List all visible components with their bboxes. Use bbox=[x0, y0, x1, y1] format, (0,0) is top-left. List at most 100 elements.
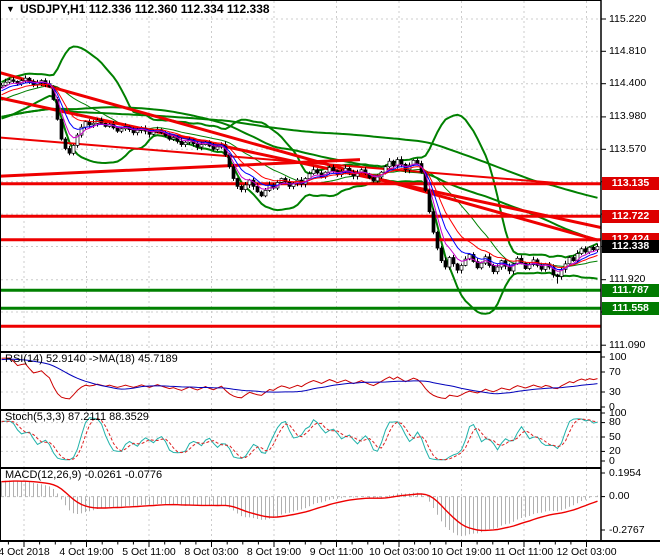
candle bbox=[183, 141, 188, 145]
ema13-line bbox=[1, 83, 598, 269]
candle bbox=[483, 256, 488, 264]
candle bbox=[439, 247, 444, 262]
candle bbox=[263, 190, 268, 197]
candle bbox=[311, 169, 316, 175]
candle bbox=[455, 263, 460, 271]
price-axis-label: 113.980 bbox=[609, 110, 647, 123]
price-axis-label: 111.090 bbox=[609, 338, 646, 351]
candle bbox=[7, 79, 12, 83]
stoch-scale-label: 50 bbox=[609, 430, 621, 443]
candle bbox=[583, 248, 588, 253]
candle bbox=[579, 248, 584, 254]
stoch-scale-label: 20 bbox=[609, 444, 621, 457]
time-axis-label: 11 Oct 11:00 bbox=[494, 546, 554, 558]
rsi-ma-line bbox=[1, 358, 598, 395]
candle bbox=[371, 177, 376, 182]
candle bbox=[555, 274, 560, 277]
candle bbox=[63, 138, 68, 149]
candle bbox=[167, 135, 172, 140]
candle bbox=[243, 184, 248, 190]
candle bbox=[1, 84, 4, 88]
candle bbox=[215, 146, 220, 150]
time-axis-label: 4 Oct 2018 bbox=[0, 546, 50, 558]
macd-scale-label: 0.00 bbox=[609, 490, 630, 503]
candle bbox=[467, 254, 472, 260]
main-chart-area[interactable] bbox=[0, 0, 601, 352]
price-direction-icon: ▼ bbox=[6, 4, 15, 14]
candle bbox=[75, 134, 80, 146]
candle bbox=[59, 118, 64, 140]
candle bbox=[479, 262, 484, 269]
candle bbox=[387, 160, 392, 168]
candle bbox=[255, 186, 260, 193]
time-axis-label: 8 Oct 03:00 bbox=[184, 546, 239, 558]
ema5-line bbox=[1, 80, 598, 272]
candle bbox=[91, 122, 96, 126]
candle bbox=[431, 211, 436, 233]
candle bbox=[451, 257, 456, 265]
candle bbox=[239, 186, 244, 190]
candle bbox=[79, 126, 84, 136]
candle bbox=[71, 145, 76, 154]
candle bbox=[11, 79, 16, 82]
candle bbox=[507, 265, 512, 272]
macd-label: MACD(12,26,9) -0.0261 -0.0776 bbox=[5, 469, 163, 481]
price-axis-label: 115.220 bbox=[609, 12, 647, 25]
candle bbox=[471, 254, 476, 262]
candle bbox=[463, 258, 468, 266]
macd-scale-label: 0.1954 bbox=[609, 466, 642, 479]
candle bbox=[391, 160, 396, 167]
price-badge-resistance: 113.135 bbox=[602, 177, 659, 191]
candle bbox=[331, 167, 336, 172]
time-axis-label: 10 Oct 03:00 bbox=[368, 546, 430, 558]
candle bbox=[235, 178, 240, 187]
stoch-d-line bbox=[1, 417, 598, 461]
stoch-scale-label: 0 bbox=[609, 454, 615, 467]
rsi-scale-label: 70 bbox=[609, 365, 621, 378]
candle bbox=[199, 144, 204, 148]
macd-signal-line bbox=[1, 480, 598, 532]
price-badge-current-bid: 112.338 bbox=[602, 240, 659, 254]
candle bbox=[395, 159, 400, 167]
time-axis-label: 12 Oct 03:00 bbox=[556, 546, 617, 558]
candle bbox=[571, 257, 576, 262]
candle bbox=[179, 141, 184, 145]
macd-scale-label: -0.2767 bbox=[609, 523, 645, 536]
candle bbox=[427, 190, 432, 213]
candle bbox=[171, 137, 176, 140]
symbol-ohlc-header: USDJPY,H1 112.336 112.360 112.334 112.33… bbox=[20, 2, 270, 16]
price-axis-label: 114.400 bbox=[609, 77, 647, 90]
ma55-line bbox=[1, 106, 598, 241]
candle bbox=[523, 262, 528, 269]
price-axis-label: 113.570 bbox=[609, 142, 647, 155]
time-axis-label: 5 Oct 11:00 bbox=[122, 546, 176, 558]
stoch-scale-label: 80 bbox=[609, 416, 621, 429]
price-axis-label: 111.920 bbox=[609, 273, 646, 286]
candle bbox=[259, 191, 264, 197]
rsi-scale-label: 100 bbox=[609, 350, 627, 363]
ma120-line bbox=[1, 107, 598, 199]
bollinger-lower-line bbox=[1, 94, 598, 315]
candle bbox=[511, 263, 516, 272]
candle bbox=[119, 128, 124, 132]
candle bbox=[459, 265, 464, 271]
time-axis-label: 10 Oct 19:00 bbox=[431, 546, 492, 558]
rsi-scale-label: 30 bbox=[609, 385, 621, 398]
candle bbox=[435, 231, 440, 249]
candle bbox=[567, 257, 572, 265]
time-axis-label: 4 Oct 19:00 bbox=[59, 546, 114, 558]
rsi-label: RSI(14) 52.9140 ->MA(18) 45.7189 bbox=[5, 353, 178, 365]
stoch-k-line bbox=[1, 417, 598, 461]
candle bbox=[315, 169, 320, 174]
price-badge-support: 111.558 bbox=[602, 301, 659, 315]
stoch-scale-label: 100 bbox=[609, 406, 627, 419]
candle bbox=[231, 166, 236, 179]
stoch-label: Stoch(5,3,3) 87.2111 88.3529 bbox=[5, 411, 149, 423]
price-badge-resistance: 112.722 bbox=[602, 209, 659, 223]
candle bbox=[495, 266, 500, 273]
candle bbox=[475, 261, 480, 269]
candle bbox=[591, 246, 596, 251]
candle bbox=[3, 81, 8, 86]
